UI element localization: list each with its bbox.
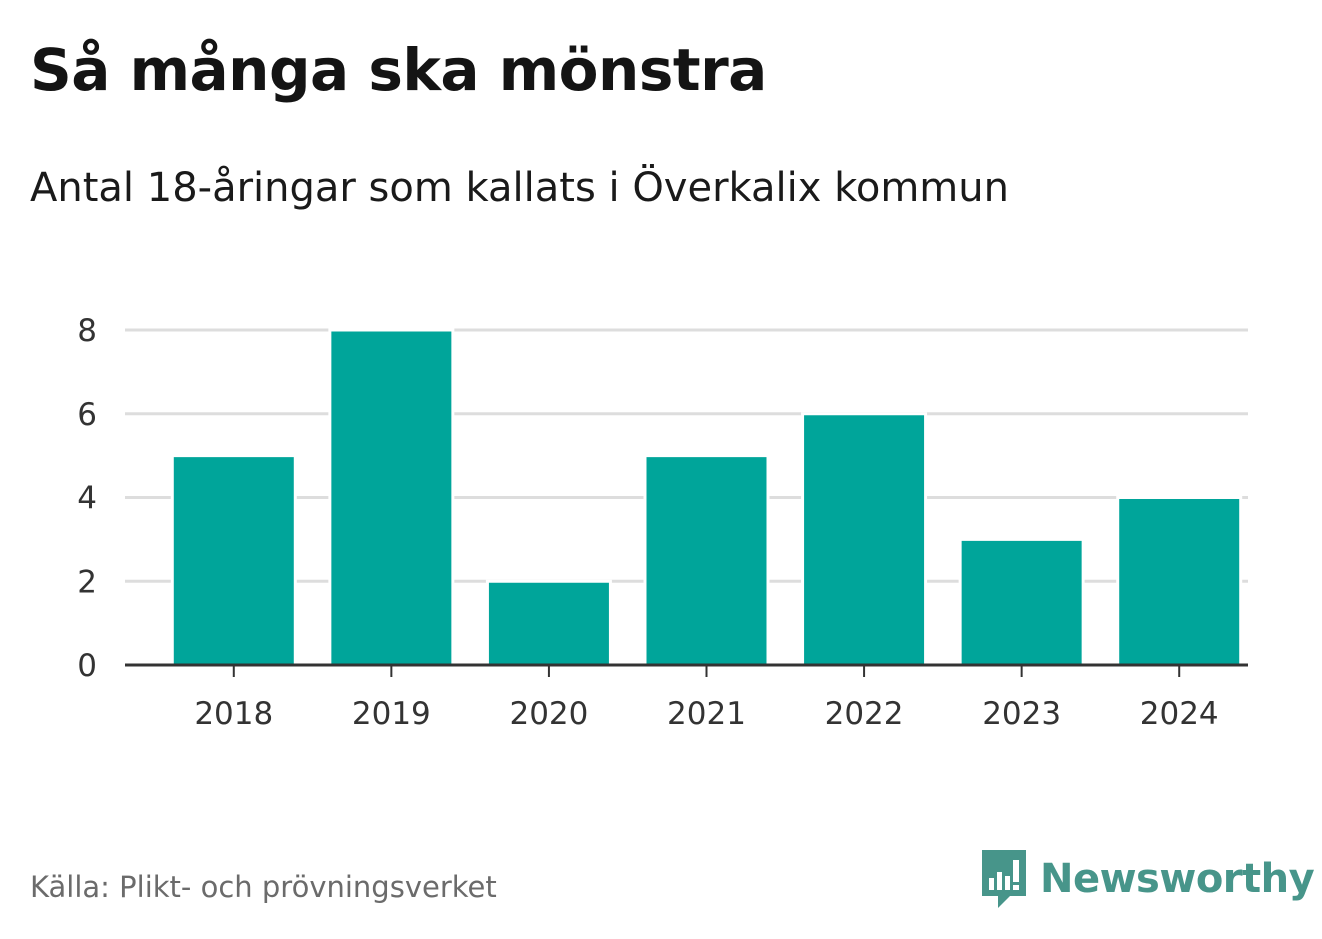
newsworthy-logo-icon xyxy=(982,850,1026,908)
logo-text: Newsworthy xyxy=(1040,856,1315,902)
y-tick-label: 4 xyxy=(77,481,97,517)
bar xyxy=(328,328,455,667)
bar xyxy=(1116,496,1243,667)
x-tick-label: 2018 xyxy=(194,696,273,732)
x-tick-label: 2020 xyxy=(509,696,588,732)
x-tick-label: 2021 xyxy=(667,696,746,732)
bar-chart: 0 2 4 6 8 2018 2019 2020 2021 2022 2023 2024 xyxy=(77,313,1248,732)
x-tick-label: 2022 xyxy=(825,696,904,732)
y-tick-label: 2 xyxy=(77,564,97,600)
bar xyxy=(643,454,770,667)
y-tick-label: 6 xyxy=(77,397,97,433)
bar xyxy=(485,579,612,667)
x-tick-label: 2019 xyxy=(352,696,431,732)
axes xyxy=(125,663,1248,677)
x-tick-label: 2024 xyxy=(1140,696,1219,732)
tick-labels: 0 2 4 6 8 2018 2019 2020 2021 2022 2023 2024 xyxy=(77,313,1218,732)
chart-title: Så många ska mönstra xyxy=(30,36,767,104)
y-tick-label: 8 xyxy=(77,313,97,349)
bar xyxy=(801,412,928,667)
bar xyxy=(170,454,297,667)
y-tick-label: 0 xyxy=(77,648,97,684)
source-note: Källa: Plikt- och prövningsverket xyxy=(30,870,497,904)
bar xyxy=(958,537,1085,667)
x-tick-label: 2023 xyxy=(982,696,1061,732)
newsworthy-logo: Newsworthy xyxy=(980,850,1315,908)
chart-subtitle: Antal 18-åringar som kallats i Överkalix… xyxy=(30,165,1009,211)
